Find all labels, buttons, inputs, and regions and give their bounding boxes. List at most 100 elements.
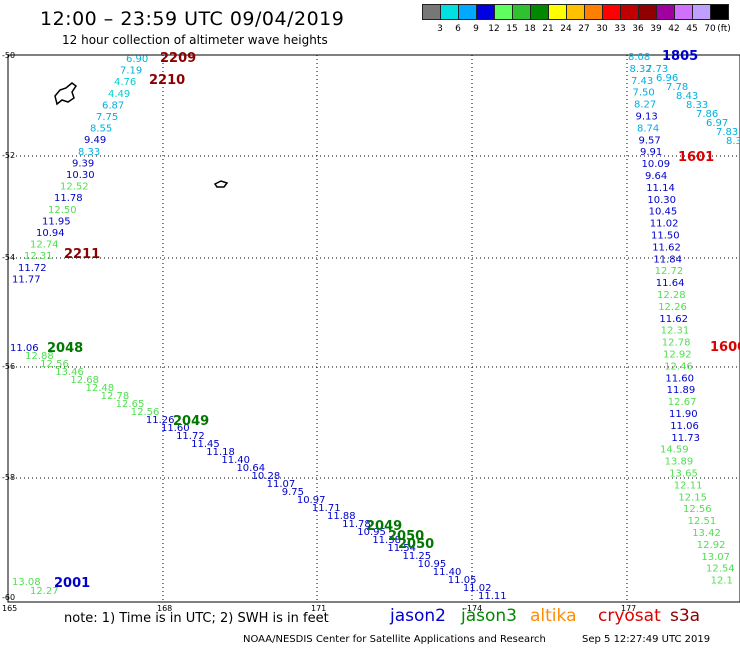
wave-height-value: 13.07	[701, 552, 730, 563]
pass-time-label: 2210	[149, 73, 185, 88]
wave-height-value: 11.72	[18, 263, 47, 274]
wave-height-value: 11.45	[191, 439, 220, 450]
wave-height-value: 11.88	[327, 511, 356, 522]
wave-height-value: 10.30	[66, 170, 95, 181]
wave-height-value: 7.50	[633, 88, 655, 99]
wave-height-value: 12.26	[658, 302, 687, 313]
wave-height-value: 11.06	[670, 421, 699, 432]
wave-height-value: 11.02	[463, 583, 492, 594]
wave-height-value: 12.67	[668, 397, 697, 408]
color-scale-label: 12	[488, 24, 500, 34]
wave-height-value: 11.84	[653, 254, 682, 265]
wave-height-value: 12.78	[662, 338, 691, 349]
wave-height-value: 7.73	[646, 64, 668, 75]
color-scale-label: 6	[455, 24, 461, 34]
wave-height-value: 9.75	[282, 487, 304, 498]
map-frame	[7, 54, 740, 603]
wave-height-value: 11.14	[646, 183, 675, 194]
wave-height-value: 11.60	[161, 423, 190, 434]
wave-height-value: 12.31	[661, 326, 690, 337]
wave-height-value: 11.38	[372, 535, 401, 546]
wave-height-value: 12.56	[131, 407, 160, 418]
color-scale-label: 27	[578, 24, 590, 34]
wave-height-value: 12.11	[674, 480, 703, 491]
wave-height-value: 12.68	[70, 375, 99, 386]
color-scale-unit: (ft)	[717, 24, 731, 34]
lat-label: -58	[2, 473, 15, 482]
wave-height-value: 12.1	[711, 576, 733, 587]
wave-height-value: 12.51	[688, 516, 717, 527]
wave-height-value: 11.54	[387, 543, 416, 554]
legend-cryosat: cryosat	[598, 606, 661, 626]
lon-label: 168	[157, 604, 172, 613]
wave-height-value: 12.56	[683, 504, 712, 515]
legend-jason2: jason2	[390, 606, 446, 626]
wave-height-value: 12.27	[30, 586, 59, 597]
color-scale-label: 30	[596, 24, 608, 34]
wave-height-value: 9.57	[639, 135, 661, 146]
wave-height-value: 6.96	[656, 73, 678, 84]
wave-height-value: 8.08	[628, 52, 650, 63]
lon-label: 165	[2, 604, 17, 613]
color-scale-label: 70	[704, 24, 716, 34]
wave-height-value: 7.43	[631, 76, 653, 87]
credit-text: NOAA/NESDIS Center for Satellite Applica…	[243, 634, 546, 645]
wave-height-value: 9.13	[636, 112, 658, 123]
pass-time-label: 2049	[173, 414, 209, 429]
wave-height-value: 11.78	[54, 193, 83, 204]
wave-height-value: 11.25	[403, 551, 432, 562]
wave-height-value: 10.95	[357, 527, 386, 538]
wave-height-value: 12.52	[60, 182, 89, 193]
wave-height-value: 11.62	[652, 242, 681, 253]
wave-height-value: 8.27	[634, 100, 656, 111]
color-swatch	[710, 4, 729, 20]
pass-time-label: 2001	[54, 576, 90, 591]
wave-height-value: 12.48	[85, 383, 114, 394]
wave-height-value: 11.77	[12, 274, 41, 285]
wave-height-value: 8.74	[637, 123, 659, 134]
wave-height-value: 11.50	[651, 231, 680, 242]
wave-height-value: 11.40	[433, 567, 462, 578]
wave-height-value: 10.95	[418, 559, 447, 570]
color-scale-label: 18	[524, 24, 536, 34]
color-scale-label: 9	[473, 24, 479, 34]
wave-height-value: 4.76	[114, 77, 136, 88]
wave-height-value: 12.92	[697, 540, 726, 551]
island-shape	[213, 180, 229, 188]
color-scale-label: 21	[542, 24, 554, 34]
lat-label: -56	[2, 362, 15, 371]
wave-height-value: 12.88	[25, 351, 54, 362]
color-scale-label: 3	[437, 24, 443, 34]
wave-height-value: 11.06	[10, 343, 39, 354]
wave-height-value: 12.72	[655, 266, 684, 277]
lat-label: -52	[2, 151, 15, 160]
legend-altika: altika	[530, 606, 577, 626]
wave-height-value: 13.46	[55, 367, 84, 378]
wave-height-value: 13.65	[669, 469, 698, 480]
wave-height-value: 8.3	[726, 136, 740, 147]
wave-height-value: 8.33	[78, 147, 100, 158]
wave-height-value: 11.89	[667, 385, 696, 396]
pass-time-label: 1600	[710, 340, 740, 355]
pass-time-label: 1601	[678, 150, 714, 165]
wave-height-value: 7.86	[696, 109, 718, 120]
color-scale-label: 45	[686, 24, 698, 34]
wave-height-value: 11.02	[650, 219, 679, 230]
wave-height-value: 12.46	[664, 361, 693, 372]
wave-height-value: 12.78	[101, 391, 130, 402]
wave-height-value: 9.39	[72, 158, 94, 169]
wave-height-value: 11.60	[665, 373, 694, 384]
wave-height-value: 11.26	[146, 415, 175, 426]
pass-time-label: 1805	[662, 49, 698, 64]
wave-height-value: 11.40	[221, 455, 250, 466]
wave-height-value: 12.15	[678, 492, 707, 503]
wave-height-value: 12.74	[30, 240, 59, 251]
lat-label: -54	[2, 253, 15, 262]
wave-height-value: 8.33	[686, 100, 708, 111]
wave-height-value: 11.78	[342, 519, 371, 530]
timestamp-text: Sep 5 12:27:49 UTC 2019	[582, 634, 711, 645]
lon-label: -174	[464, 604, 482, 613]
color-scale-label: 39	[650, 24, 662, 34]
island-shape	[54, 82, 78, 106]
lon-label: 171	[311, 604, 326, 613]
